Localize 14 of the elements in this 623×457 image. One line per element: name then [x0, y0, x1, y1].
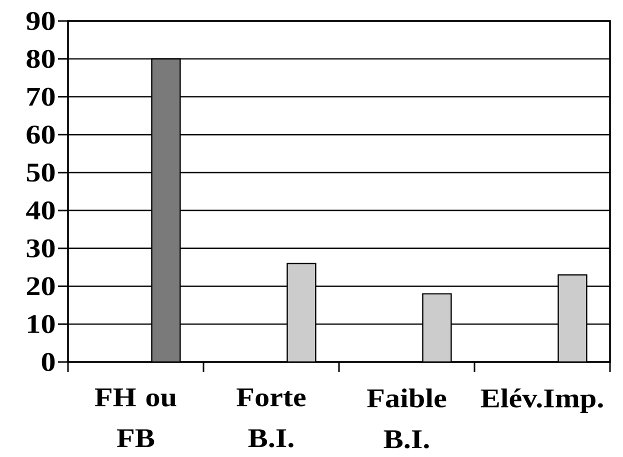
- x-tick-label: Forte B.I.: [236, 388, 306, 448]
- y-tick-label: 50: [26, 163, 55, 182]
- x-tick-label: Elév.Imp.: [480, 388, 603, 413]
- y-tick-label: 40: [26, 201, 55, 220]
- y-tick-label: 10: [28, 315, 55, 334]
- y-tick-label: 60: [26, 126, 55, 144]
- y-tick-label: 0: [42, 352, 55, 372]
- y-tick-label: 20: [26, 277, 55, 296]
- x-tick-label: Faible B.I.: [367, 388, 446, 448]
- y-tick-label: 80: [26, 50, 55, 68]
- x-tick-label: FH ou FB: [94, 388, 176, 448]
- y-tick-label: 70: [27, 88, 55, 106]
- y-tick-label: 30: [26, 239, 55, 258]
- y-tick-label: 90: [26, 12, 55, 30]
